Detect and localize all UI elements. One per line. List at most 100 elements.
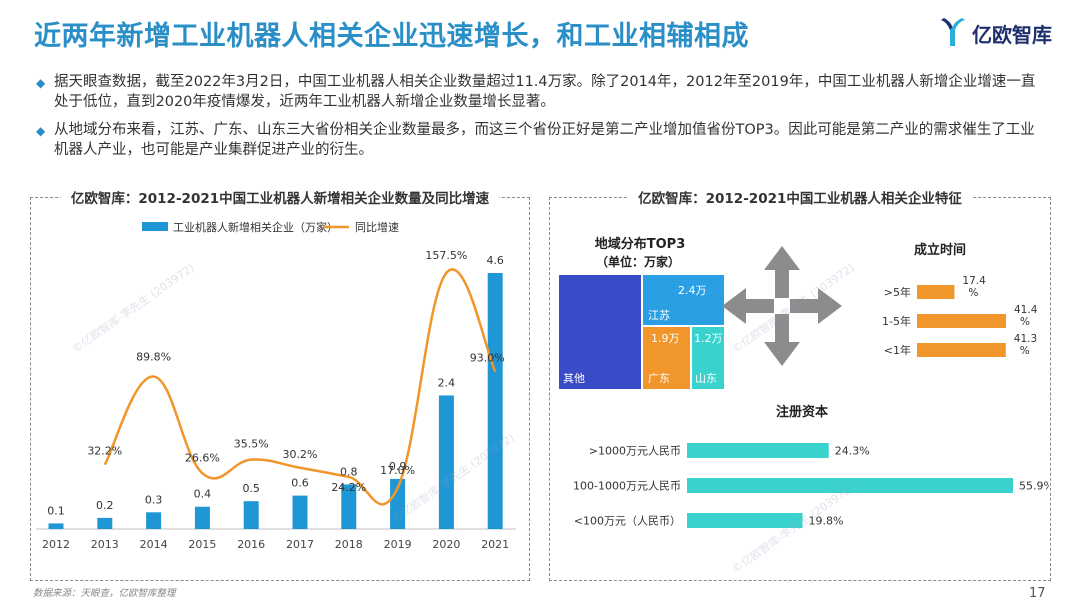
legend-bar-swatch [142, 222, 168, 231]
x-tick-label: 2015 [188, 538, 216, 551]
x-tick-label: 2012 [42, 538, 70, 551]
bar [341, 484, 357, 529]
four-way-arrows-icon [722, 246, 842, 366]
bar-value-label: 0.9 [389, 460, 407, 473]
combo-chart: 工业机器人新增相关企业（万家） 同比增速 0.1 0.2 0.3 0.4 0.5 0.6 0… [36, 220, 516, 551]
summary-bullets: ◆ 据天眼查数据，截至2022年3月2日，中国工业机器人相关企业数量超过11.4… [36, 72, 1046, 168]
hbar-value-unit: % [1020, 345, 1030, 357]
hbar [687, 478, 1013, 493]
hbar-value-unit: % [1020, 316, 1030, 328]
x-tick-label: 2019 [384, 538, 412, 551]
bullet-item: ◆ 从地域分布来看，江苏、广东、山东三大省份相关企业数量最多，而这三个省份正好是… [36, 120, 1046, 160]
bar [97, 517, 113, 529]
x-tick-label: 2016 [237, 538, 265, 551]
bar-value-label: 2.4 [438, 376, 456, 389]
treemap-value-guangdong: 1.9万 [651, 332, 680, 345]
est-chart-title: 成立时间 [914, 242, 966, 258]
logo-text: 亿欧智库 [972, 22, 1052, 47]
treemap-cell-other [559, 275, 641, 389]
hbar [917, 343, 1006, 357]
legend-bar-label: 工业机器人新增相关企业（万家） [173, 220, 338, 234]
data-source-note: 数据来源：天眼查，亿欧智库整理 [33, 588, 176, 599]
line-value-label: 17.0% [380, 464, 415, 477]
bar-value-label: 0.8 [340, 465, 358, 478]
line-value-label: 93.0% [470, 352, 505, 365]
logo: 亿欧智库 [938, 16, 1052, 50]
treemap-label-guangdong: 广东 [648, 372, 670, 385]
line-value-label: 26.6% [185, 451, 220, 464]
hbar-value-label: 17.4 [962, 275, 986, 287]
hbar [687, 443, 829, 458]
x-tick-label: 2020 [432, 538, 460, 551]
chart-legend: 工业机器人新增相关企业（万家） 同比增速 [142, 220, 399, 234]
hbar-category-label: <100万元（人民币） [574, 515, 681, 528]
hbar-value-unit: % [968, 287, 978, 299]
right-chart-panel: 亿欧智库：2012-2021中国工业机器人相关企业特征 地域分布TOP3 （单位… [549, 191, 1054, 581]
line-value-label: 32.2% [87, 445, 122, 458]
treemap-subtitle: （单位：万家） [596, 254, 680, 269]
line-value-label: 30.2% [283, 448, 318, 461]
treemap-title: 地域分布TOP3 [595, 236, 686, 252]
treemap-cell-guangdong [643, 327, 690, 389]
treemap: 其他 2.4万 江苏 1.9万 广东 1.2万 山东 [559, 275, 724, 389]
treemap-label-other: 其他 [563, 372, 585, 385]
x-tick-label: 2013 [91, 538, 119, 551]
bar [390, 478, 406, 529]
hbar [917, 285, 955, 299]
line-value-label: 24.2% [331, 481, 366, 494]
left-chart-panel: 亿欧智库：2012-2021中国工业机器人新增相关企业数量及同比增速 工业机器人… [30, 191, 530, 581]
treemap-label-jiangsu: 江苏 [648, 309, 670, 322]
x-tick-label: 2017 [286, 538, 314, 551]
x-tick-label: 2014 [140, 538, 168, 551]
bar-value-label: 0.2 [96, 499, 114, 512]
growth-line [103, 268, 497, 506]
page-title: 近两年新增工业机器人相关企业迅速增长，和工业相辅相成 [34, 21, 749, 52]
treemap-value-shandong: 1.2万 [694, 332, 723, 345]
hbar-value-label: 55.9% [1019, 480, 1049, 493]
left-chart-title: 亿欧智库：2012-2021中国工业机器人新增相关企业数量及同比增速 [60, 191, 500, 207]
yiou-logo-icon [941, 18, 965, 46]
line-value-label: 157.5% [425, 249, 467, 262]
line-value-label: 89.8% [136, 350, 171, 363]
line-value-label: 35.5% [234, 438, 269, 451]
hbar-value-label: 41.3 [1014, 333, 1037, 345]
cap-chart-title: 注册资本 [776, 404, 828, 420]
hbar-value-label: 41.4 [1014, 304, 1038, 316]
hbar-category-label: >5年 [884, 285, 911, 299]
bar [487, 273, 503, 529]
x-tick-label: 2018 [335, 538, 363, 551]
bar-value-label: 4.6 [486, 254, 504, 267]
bar-value-label: 0.6 [291, 477, 309, 490]
bullet-text: 从地域分布来看，江苏、广东、山东三大省份相关企业数量最多，而这三个省份正好是第二… [54, 122, 1035, 158]
bar-value-label: 0.4 [194, 488, 212, 501]
bar [146, 512, 162, 529]
x-tick-label: 2021 [481, 538, 509, 551]
bullet-text: 据天眼查数据，截至2022年3月2日，中国工业机器人相关企业数量超过11.4万家… [54, 74, 1036, 110]
hbar-category-label: <1年 [884, 343, 911, 357]
hbar-category-label: 100-1000万元人民币 [573, 480, 681, 493]
bar [48, 523, 64, 529]
bar [438, 395, 454, 529]
treemap-label-shandong: 山东 [695, 372, 717, 385]
treemap-value-jiangsu: 2.4万 [678, 284, 707, 297]
hbar-category-label: >1000万元人民币 [589, 445, 681, 458]
bar-value-label: 0.5 [242, 482, 260, 495]
page-number: 17 [1029, 586, 1046, 601]
diamond-bullet-icon: ◆ [36, 124, 46, 138]
right-charts: 地域分布TOP3 （单位：万家） 其他 2.4万 江苏 1.9万 广东 1.2万… [559, 236, 1054, 528]
hbar-value-label: 24.3% [835, 445, 870, 458]
hbar-category-label: 1-5年 [882, 314, 911, 328]
bar [243, 501, 259, 529]
hbar [687, 513, 803, 528]
right-chart-title: 亿欧智库：2012-2021中国工业机器人相关企业特征 [628, 191, 972, 207]
bar-value-label: 0.1 [47, 504, 65, 517]
bar-value-label: 0.3 [145, 493, 163, 506]
treemap-cell-shandong [692, 327, 724, 389]
treemap-cell-jiangsu [643, 275, 724, 325]
bar [194, 506, 210, 529]
legend-line-label: 同比增速 [355, 220, 399, 234]
hbar [917, 314, 1006, 328]
bar [292, 495, 308, 529]
diamond-bullet-icon: ◆ [36, 76, 46, 90]
hbar-value-label: 19.8% [808, 515, 843, 528]
